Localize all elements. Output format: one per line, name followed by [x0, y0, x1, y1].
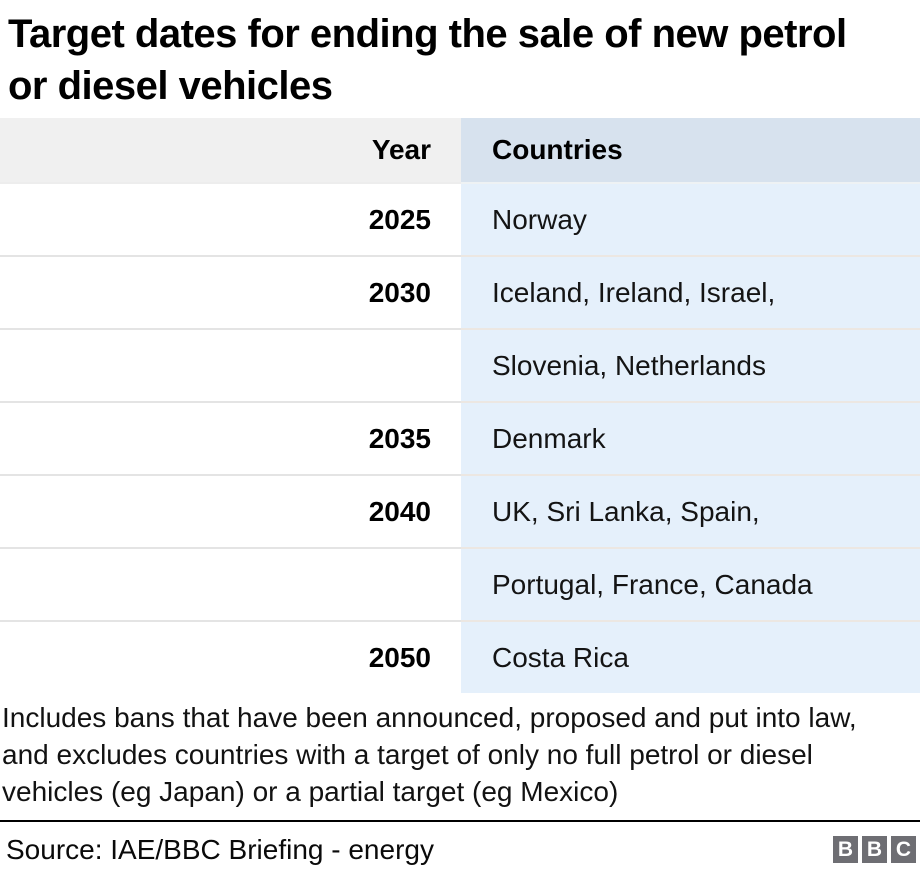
countries-cell: UK, Sri Lanka, Spain, [461, 474, 920, 547]
table-header-row: Year Countries [0, 118, 920, 182]
countries-cell: Denmark [461, 401, 920, 474]
table-row: 2030 Iceland, Ireland, Israel, [0, 255, 920, 328]
data-table: Year Countries 2025 Norway 2030 Iceland,… [0, 118, 920, 693]
table-row: 2050 Costa Rica [0, 620, 920, 693]
table-row: Slovenia, Netherlands [0, 328, 920, 401]
source-text: Source: IAE/BBC Briefing - energy [6, 833, 434, 865]
bbc-logo-block: B [862, 836, 887, 863]
year-cell [0, 328, 461, 401]
bbc-logo: B B C [833, 836, 916, 863]
chart-title: Target dates for ending the sale of new … [8, 12, 847, 108]
bbc-logo-block: B [833, 836, 858, 863]
countries-cell: Iceland, Ireland, Israel, [461, 255, 920, 328]
year-cell: 2050 [0, 620, 461, 693]
countries-cell: Portugal, France, Canada [461, 547, 920, 620]
year-cell: 2035 [0, 401, 461, 474]
table-row: Portugal, France, Canada [0, 547, 920, 620]
countries-cell: Norway [461, 182, 920, 255]
column-header-year: Year [0, 118, 461, 182]
column-header-countries: Countries [461, 118, 920, 182]
source-bar: Source: IAE/BBC Briefing - energy B B C [0, 822, 920, 868]
table-row: 2040 UK, Sri Lanka, Spain, [0, 474, 920, 547]
table-row: 2025 Norway [0, 182, 920, 255]
bbc-logo-block: C [891, 836, 916, 863]
year-cell [0, 547, 461, 620]
footnote: Includes bans that have been announced, … [2, 702, 857, 807]
source-divider [0, 820, 920, 822]
countries-cell: Costa Rica [461, 620, 920, 693]
year-cell: 2040 [0, 474, 461, 547]
year-cell: 2025 [0, 182, 461, 255]
year-cell: 2030 [0, 255, 461, 328]
countries-cell: Slovenia, Netherlands [461, 328, 920, 401]
table-row: 2035 Denmark [0, 401, 920, 474]
